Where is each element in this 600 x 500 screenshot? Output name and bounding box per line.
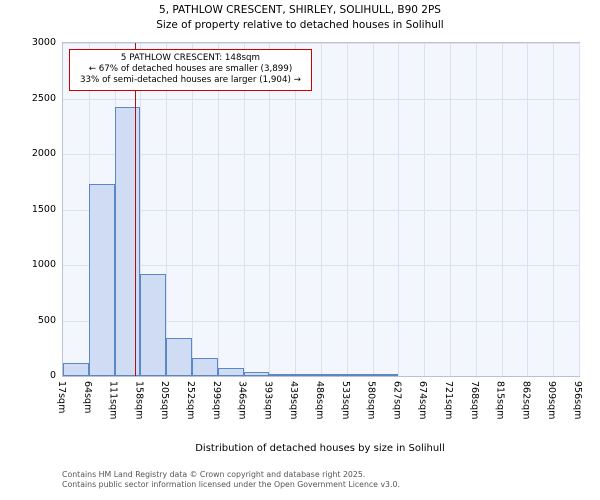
chart-subtitle: Size of property relative to detached ho… xyxy=(156,19,444,31)
y-tick-label: 3000 xyxy=(31,37,56,48)
footer: Contains HM Land Registry data © Crown c… xyxy=(62,470,598,490)
histogram-bar xyxy=(372,374,399,376)
x-tick-label: 439sqm xyxy=(288,381,300,420)
x-tick-label: 346sqm xyxy=(236,381,248,420)
x-tick-label: 721sqm xyxy=(443,381,454,420)
gridline-vertical xyxy=(553,43,555,376)
histogram-bar xyxy=(63,362,89,376)
x-tick-label: 205sqm xyxy=(159,381,171,420)
gridline-vertical xyxy=(475,43,477,376)
footer-line-1: Contains HM Land Registry data © Crown c… xyxy=(62,470,366,479)
gridline-vertical xyxy=(372,43,374,376)
histogram-bar xyxy=(166,337,192,376)
x-tick-label: 486sqm xyxy=(314,381,325,420)
x-tick-label: 627sqm xyxy=(391,381,403,420)
x-tick-label: 158sqm xyxy=(133,381,145,420)
x-tick-label: 674sqm xyxy=(417,381,429,420)
gridline-vertical xyxy=(269,43,271,376)
annotation-line-3: 33% of semi-detached houses are larger (… xyxy=(80,74,301,85)
gridline-vertical xyxy=(424,43,426,376)
gridline-vertical xyxy=(166,43,168,376)
x-tick-label: 252sqm xyxy=(185,381,196,420)
y-tick-label: 2500 xyxy=(31,92,56,104)
x-tick-label: 956sqm xyxy=(572,381,583,420)
y-tick-label: 1000 xyxy=(31,259,56,270)
annotation-box: 5 PATHLOW CRESCENT: 148sqm ← 67% of deta… xyxy=(69,49,312,91)
gridline-vertical xyxy=(140,43,142,376)
x-tick-label: 64sqm xyxy=(81,381,93,414)
chart-title: 5, PATHLOW CRESCENT, SHIRLEY, SOLIHULL, … xyxy=(159,4,441,16)
gridline-vertical xyxy=(192,43,193,376)
y-tick-label: 500 xyxy=(37,314,56,326)
x-axis-label: Distribution of detached houses by size … xyxy=(195,443,445,454)
y-tick-label: 0 xyxy=(49,370,56,381)
plot-area: 5 PATHLOW CRESCENT: 148sqm ← 67% of deta… xyxy=(62,42,580,377)
x-tick-label: 111sqm xyxy=(107,381,119,420)
x-tick-label: 815sqm xyxy=(494,381,506,420)
annotation-line-2: ← 67% of detached houses are smaller (3,… xyxy=(88,63,293,74)
gridline-vertical xyxy=(579,43,580,376)
gridline-vertical xyxy=(295,43,297,376)
x-tick-label: 393sqm xyxy=(262,381,274,420)
x-tick-label: 17sqm xyxy=(56,381,67,414)
histogram-bar xyxy=(192,358,218,376)
histogram-bar xyxy=(217,367,244,376)
histogram-bar xyxy=(140,273,167,376)
histogram-bar xyxy=(346,374,373,376)
histogram-bar xyxy=(321,374,347,376)
gridline-vertical xyxy=(321,43,322,376)
y-tick-label: 1500 xyxy=(31,203,56,215)
x-tick-label: 862sqm xyxy=(520,381,532,420)
gridline-vertical xyxy=(398,43,400,376)
histogram-bar xyxy=(269,373,296,376)
annotation-line-1: 5 PATHLOW CRESCENT: 148sqm xyxy=(120,53,260,63)
x-tick-label: 580sqm xyxy=(365,381,377,420)
histogram-bar xyxy=(295,374,321,376)
x-tick-label: 533sqm xyxy=(339,381,351,420)
x-tick-label: 768sqm xyxy=(468,381,480,420)
gridline-vertical xyxy=(527,43,529,376)
title-block: 5, PATHLOW CRESCENT, SHIRLEY, SOLIHULL, … xyxy=(0,4,600,31)
gridline-vertical xyxy=(450,43,451,376)
gridline-vertical xyxy=(346,43,348,376)
x-tick-label: 909sqm xyxy=(546,381,558,420)
y-tick-label: 2000 xyxy=(31,148,56,159)
footer-line-2: Contains public sector information licen… xyxy=(62,480,400,490)
gridline-vertical xyxy=(217,43,219,376)
subject-property-marker-line xyxy=(134,43,137,376)
x-tick-label: 299sqm xyxy=(210,381,222,420)
gridline-vertical xyxy=(243,43,245,376)
gridline-vertical xyxy=(501,43,503,376)
histogram-bar xyxy=(243,371,270,376)
histogram-bar xyxy=(114,107,141,376)
histogram-bar xyxy=(88,183,115,376)
